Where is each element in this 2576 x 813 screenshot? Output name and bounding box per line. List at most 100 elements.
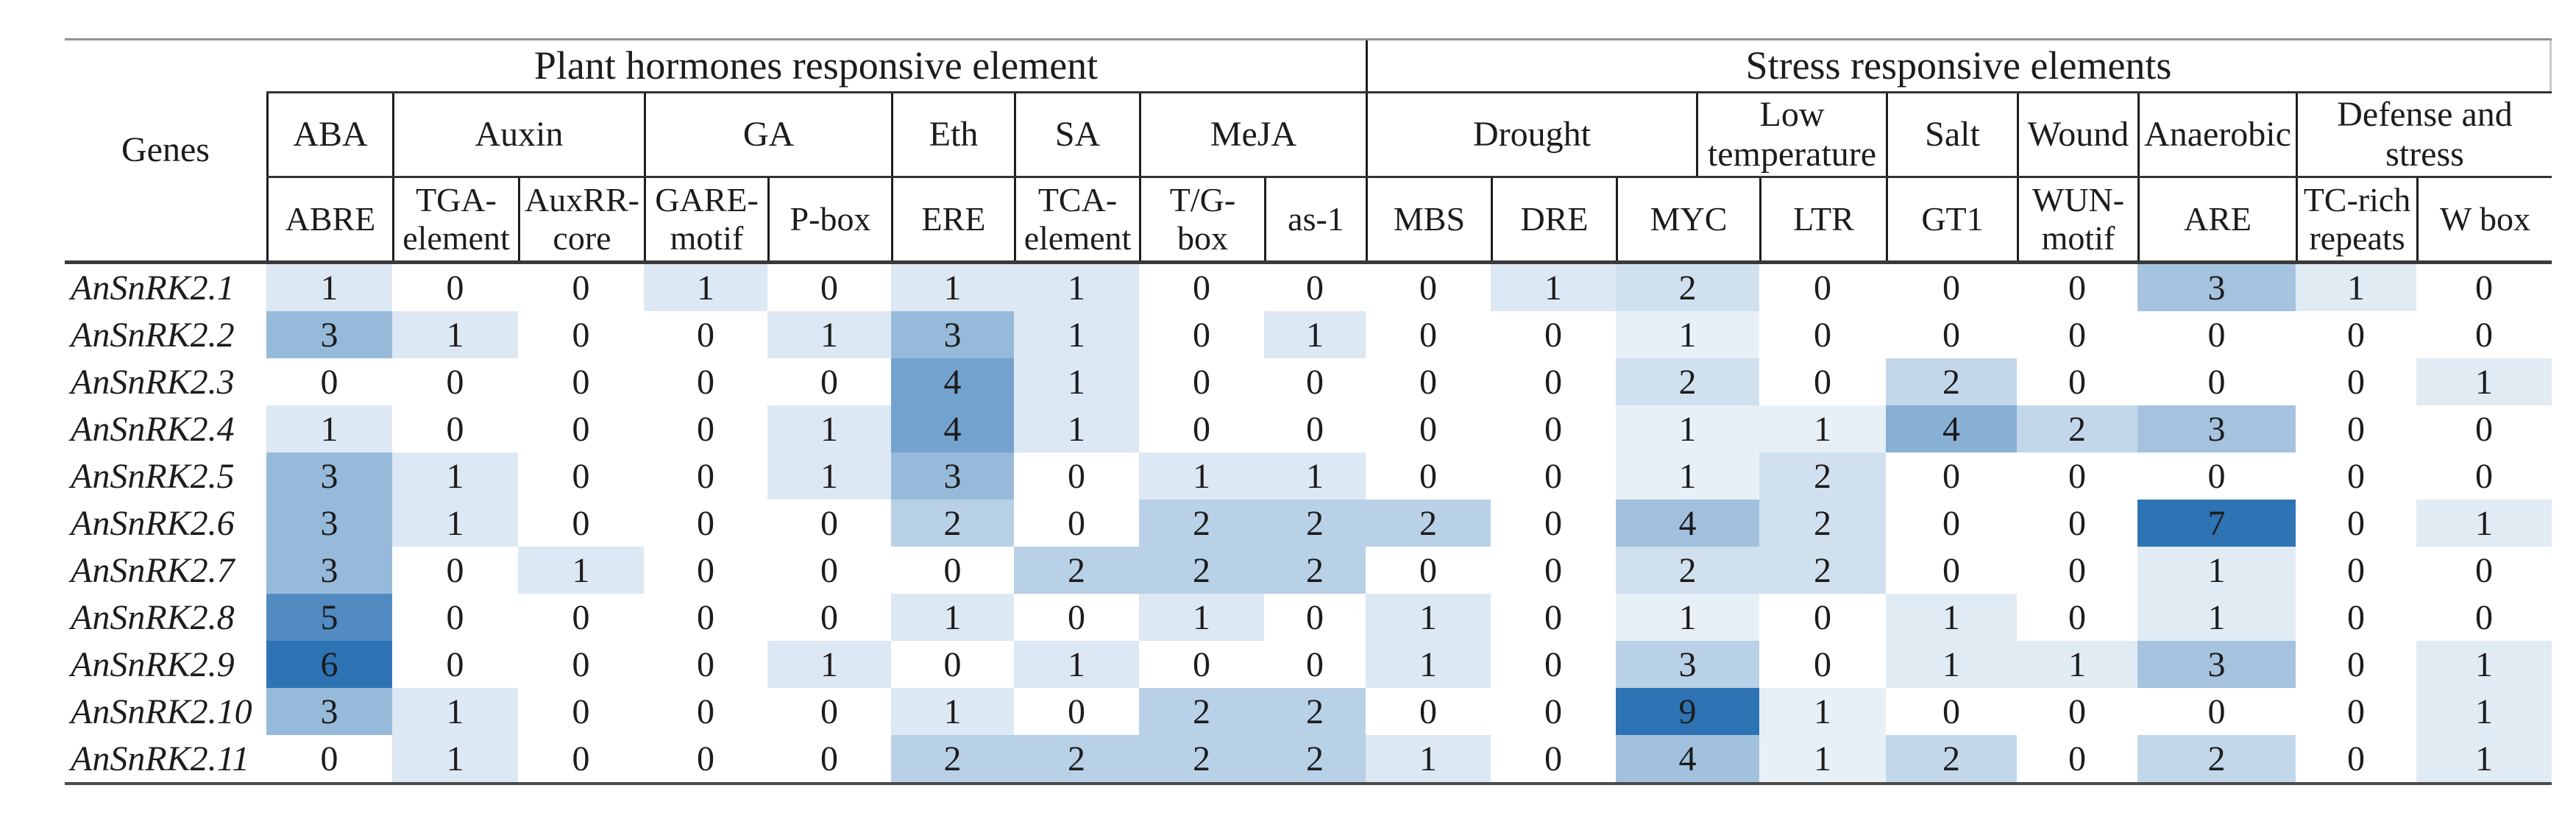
value-cell: 1 <box>1886 641 2017 688</box>
group-header-defense-and-stress: Defense and stress <box>2296 93 2552 176</box>
rule-bottom <box>65 782 2552 785</box>
value-cell: 0 <box>2017 594 2137 641</box>
value-cell: 3 <box>266 311 392 358</box>
value-cell: 0 <box>1014 452 1139 500</box>
value-cell: 0 <box>2296 452 2416 500</box>
value-cell: 3 <box>266 500 392 547</box>
value-cell: 4 <box>891 358 1014 405</box>
table-row-ansnrk2-1: AnSnRK2.1 1 0 0 1 0 1 1 0 0 0 1 2 0 0 0 3 1 0 <box>65 264 2552 311</box>
value-cell: 6 <box>266 641 392 688</box>
column-header-p-box: P-box <box>767 178 891 260</box>
column-header-dre: DRE <box>1491 178 1616 260</box>
value-cell: 3 <box>891 311 1014 358</box>
group-header-meja: MeJA <box>1139 93 1366 176</box>
group-header-eth: Eth <box>891 93 1014 176</box>
value-cell: 2 <box>1264 500 1366 547</box>
value-cell: 2 <box>1014 735 1139 782</box>
value-cell: 2 <box>891 735 1014 782</box>
value-cell: 0 <box>518 688 644 735</box>
value-cell: 0 <box>2416 311 2552 358</box>
rule-under-super-groups <box>266 91 2552 93</box>
genes-header: Genes <box>121 129 210 169</box>
column-header-mbs: MBS <box>1366 178 1491 260</box>
table-row-ansnrk2-6: AnSnRK2.6 3 1 0 0 0 2 0 2 2 2 0 4 2 0 0 7 0 1 <box>65 500 2552 547</box>
gene-label: AnSnRK2.11 <box>71 739 250 778</box>
column-header-as-1: as-1 <box>1264 178 1366 260</box>
value-cell: 0 <box>1759 594 1886 641</box>
value-cell: 0 <box>1491 500 1616 547</box>
value-cell: 0 <box>767 358 891 405</box>
value-cell: 1 <box>1491 264 1616 311</box>
span-header-stress-label: Stress responsive elements <box>1745 43 2172 88</box>
value-cell: 1 <box>2416 641 2552 688</box>
group-header-aba: ABA <box>266 93 392 176</box>
value-cell: 0 <box>266 735 392 782</box>
group-header-sa: SA <box>1014 93 1139 176</box>
gene-label: AnSnRK2.3 <box>71 362 235 402</box>
value-cell: 0 <box>767 735 891 782</box>
value-cell: 0 <box>392 358 518 405</box>
value-cell: 0 <box>1264 405 1366 452</box>
value-cell: 3 <box>1616 641 1759 688</box>
value-cell: 1 <box>891 594 1014 641</box>
value-cell: 0 <box>1366 264 1491 311</box>
value-cell: 1 <box>392 311 518 358</box>
value-cell: 0 <box>1014 500 1139 547</box>
value-cell: 0 <box>392 641 518 688</box>
value-cell: 0 <box>518 358 644 405</box>
value-cell: 0 <box>2137 452 2296 500</box>
value-cell: 0 <box>392 547 518 594</box>
value-cell: 0 <box>2416 547 2552 594</box>
value-cell: 9 <box>1616 688 1759 735</box>
value-cell: 1 <box>1366 594 1491 641</box>
table-row-ansnrk2-4: AnSnRK2.4 1 0 0 0 1 4 1 0 0 0 0 1 1 4 2 3 0 0 <box>65 405 2552 452</box>
value-cell: 0 <box>2296 405 2416 452</box>
value-cell: 2 <box>1264 688 1366 735</box>
value-cell: 3 <box>266 452 392 500</box>
value-cell: 0 <box>1491 735 1616 782</box>
value-cell: 1 <box>392 688 518 735</box>
value-cell: 0 <box>1886 500 2017 547</box>
value-cell: 0 <box>644 688 767 735</box>
value-cell: 0 <box>1139 641 1264 688</box>
value-cell: 1 <box>1014 405 1139 452</box>
value-cell: 1 <box>1616 311 1759 358</box>
value-cell: 1 <box>266 405 392 452</box>
value-cell: 0 <box>2296 547 2416 594</box>
value-cell: 0 <box>1491 452 1616 500</box>
value-cell: 0 <box>2017 547 2137 594</box>
value-cell: 0 <box>1366 547 1491 594</box>
gene-label: AnSnRK2.2 <box>71 315 235 355</box>
value-cell: 0 <box>644 735 767 782</box>
column-header-tc-rich-repeats: TC-rich repeats <box>2296 178 2416 260</box>
value-cell: 2 <box>1886 358 2017 405</box>
super-group-header-row: Plant hormones responsive element Stress… <box>65 40 2552 91</box>
value-cell: 3 <box>2137 405 2296 452</box>
value-cell: 0 <box>1139 358 1264 405</box>
table-row-ansnrk2-5: AnSnRK2.5 3 1 0 0 1 3 0 1 1 0 0 1 2 0 0 0 0 0 <box>65 452 2552 500</box>
gene-label: AnSnRK2.1 <box>71 268 235 308</box>
value-cell: 1 <box>1616 405 1759 452</box>
value-cell: 0 <box>266 358 392 405</box>
value-cell: 0 <box>2137 688 2296 735</box>
gene-label: AnSnRK2.8 <box>71 597 235 637</box>
value-cell: 1 <box>1264 311 1366 358</box>
group-header-drought: Drought <box>1366 93 1696 176</box>
value-cell: 0 <box>1491 594 1616 641</box>
value-cell: 2 <box>2137 735 2296 782</box>
table-row-ansnrk2-3: AnSnRK2.3 0 0 0 0 0 4 1 0 0 0 0 2 0 2 0 0 0 1 <box>65 358 2552 405</box>
column-header-tca-element: TCA- element <box>1014 178 1139 260</box>
value-cell: 0 <box>1886 547 2017 594</box>
gene-label: AnSnRK2.10 <box>71 692 252 731</box>
value-cell: 0 <box>644 641 767 688</box>
value-cell: 0 <box>767 688 891 735</box>
value-cell: 0 <box>518 405 644 452</box>
value-cell: 0 <box>644 500 767 547</box>
value-cell: 0 <box>1491 641 1616 688</box>
value-cell: 0 <box>518 264 644 311</box>
value-cell: 0 <box>1491 311 1616 358</box>
value-cell: 0 <box>1014 594 1139 641</box>
value-cell: 0 <box>2296 311 2416 358</box>
value-cell: 4 <box>1616 500 1759 547</box>
